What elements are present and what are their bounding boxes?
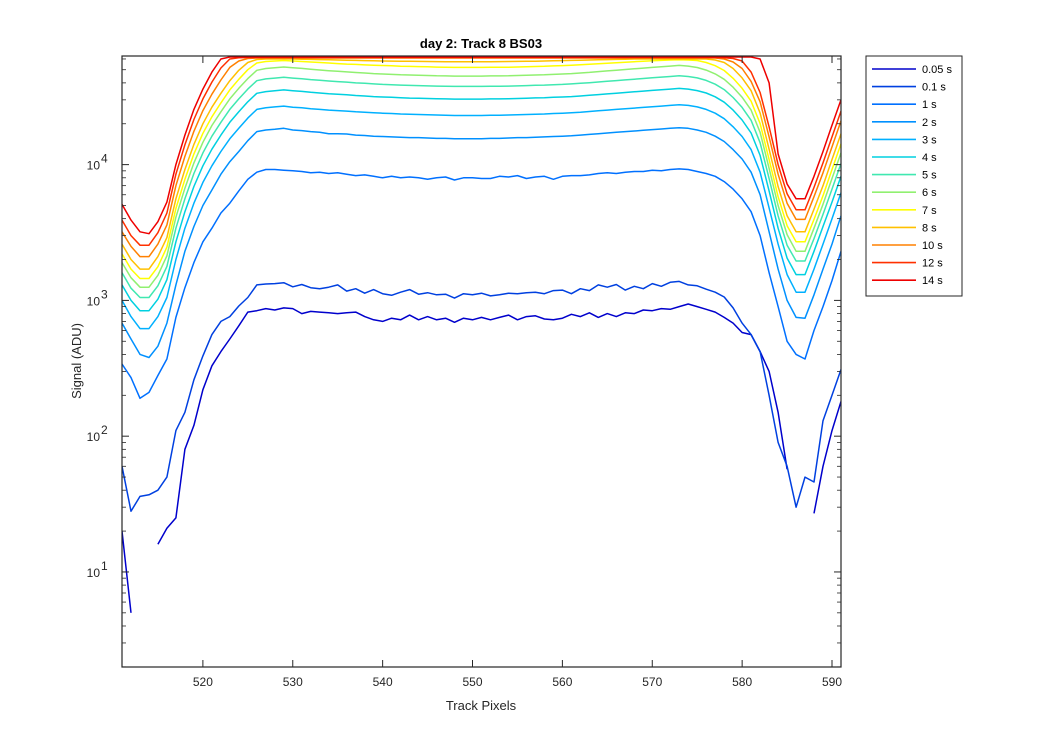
x-axis-label: Track Pixels xyxy=(446,698,517,713)
legend-label: 10 s xyxy=(922,240,943,252)
y-tick-exponent: 2 xyxy=(101,423,108,437)
legend-label: 2 s xyxy=(922,117,937,129)
y-tick-label: 10 xyxy=(87,566,101,580)
y-tick-label: 10 xyxy=(87,430,101,444)
legend-label: 0.1 s xyxy=(922,82,946,94)
chart-title: day 2: Track 8 BS03 xyxy=(420,36,542,51)
legend-label: 3 s xyxy=(922,134,937,146)
legend-label: 1 s xyxy=(922,99,937,111)
x-tick-label: 540 xyxy=(373,675,393,689)
x-tick-label: 560 xyxy=(552,675,572,689)
legend-label: 0.05 s xyxy=(922,64,952,76)
series-line-5 xyxy=(122,87,841,312)
series-line-12 xyxy=(122,56,841,235)
plot-frame xyxy=(121,55,842,668)
y-axis-label: Signal (ADU) xyxy=(69,323,84,399)
x-tick-label: 550 xyxy=(462,675,482,689)
y-tick-exponent: 4 xyxy=(101,152,108,166)
legend-label: 6 s xyxy=(922,187,937,199)
series-line-9 xyxy=(122,58,841,270)
y-tick-exponent: 3 xyxy=(101,287,108,301)
x-tick-label: 590 xyxy=(822,675,842,689)
x-tick-label: 570 xyxy=(642,675,662,689)
legend-label: 4 s xyxy=(922,152,937,164)
x-tick-label: 580 xyxy=(732,675,752,689)
series-line-1 xyxy=(122,280,841,512)
y-tick-label: 10 xyxy=(87,159,101,173)
legend-label: 5 s xyxy=(922,170,937,182)
x-tick-label: 530 xyxy=(283,675,303,689)
series-line-4 xyxy=(122,104,841,330)
series-layer xyxy=(122,56,841,613)
series-line-2 xyxy=(122,168,841,400)
legend-label: 8 s xyxy=(922,222,937,234)
legend-label: 14 s xyxy=(922,275,943,287)
series-line-7 xyxy=(122,64,841,288)
x-tick-label: 520 xyxy=(193,675,213,689)
legend: 0.05 s 0.1 s 1 s 2 s 3 s 4 s 5 s 6 s 7 s 8 s 10 s 1… xyxy=(865,55,963,297)
legend-label: 12 s xyxy=(922,258,943,270)
series-line-8 xyxy=(122,58,841,280)
y-tick-exponent: 1 xyxy=(101,559,108,573)
legend-box xyxy=(865,55,963,297)
legend-label: 7 s xyxy=(922,205,937,217)
series-line-3 xyxy=(122,126,841,359)
series-line-6 xyxy=(122,75,841,299)
y-tick-label: 10 xyxy=(87,294,101,308)
